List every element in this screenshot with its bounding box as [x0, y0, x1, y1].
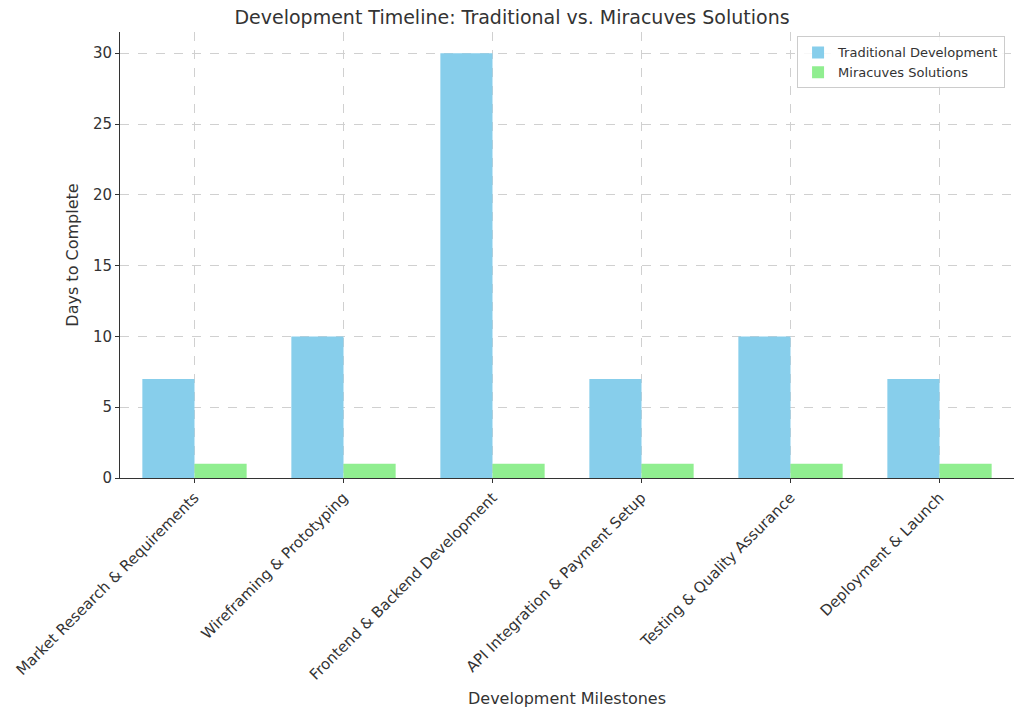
svg-text:0: 0: [102, 469, 112, 487]
svg-text:Traditional Development: Traditional Development: [837, 45, 997, 60]
svg-text:30: 30: [93, 44, 112, 62]
svg-text:25: 25: [93, 115, 112, 133]
svg-text:Deployment & Launch: Deployment & Launch: [817, 489, 948, 620]
svg-text:Wireframing & Prototyping: Wireframing & Prototyping: [198, 489, 352, 643]
svg-text:Days to Complete: Days to Complete: [63, 183, 82, 326]
svg-text:Frontend & Backend Development: Frontend & Backend Development: [306, 489, 501, 684]
svg-text:10: 10: [93, 328, 112, 346]
svg-text:Testing & Quality Assurance: Testing & Quality Assurance: [637, 489, 799, 651]
svg-text:5: 5: [102, 398, 112, 416]
svg-text:15: 15: [93, 257, 112, 275]
svg-text:API Integration & Payment Setu: API Integration & Payment Setup: [463, 489, 650, 676]
svg-text:Market Research & Requirements: Market Research & Requirements: [13, 489, 203, 679]
svg-text:Development Milestones: Development Milestones: [468, 689, 666, 708]
svg-text:20: 20: [93, 186, 112, 204]
svg-text:Miracuves Solutions: Miracuves Solutions: [838, 65, 968, 80]
svg-text:Development Timeline: Traditio: Development Timeline: Traditional vs. Mi…: [234, 6, 789, 28]
